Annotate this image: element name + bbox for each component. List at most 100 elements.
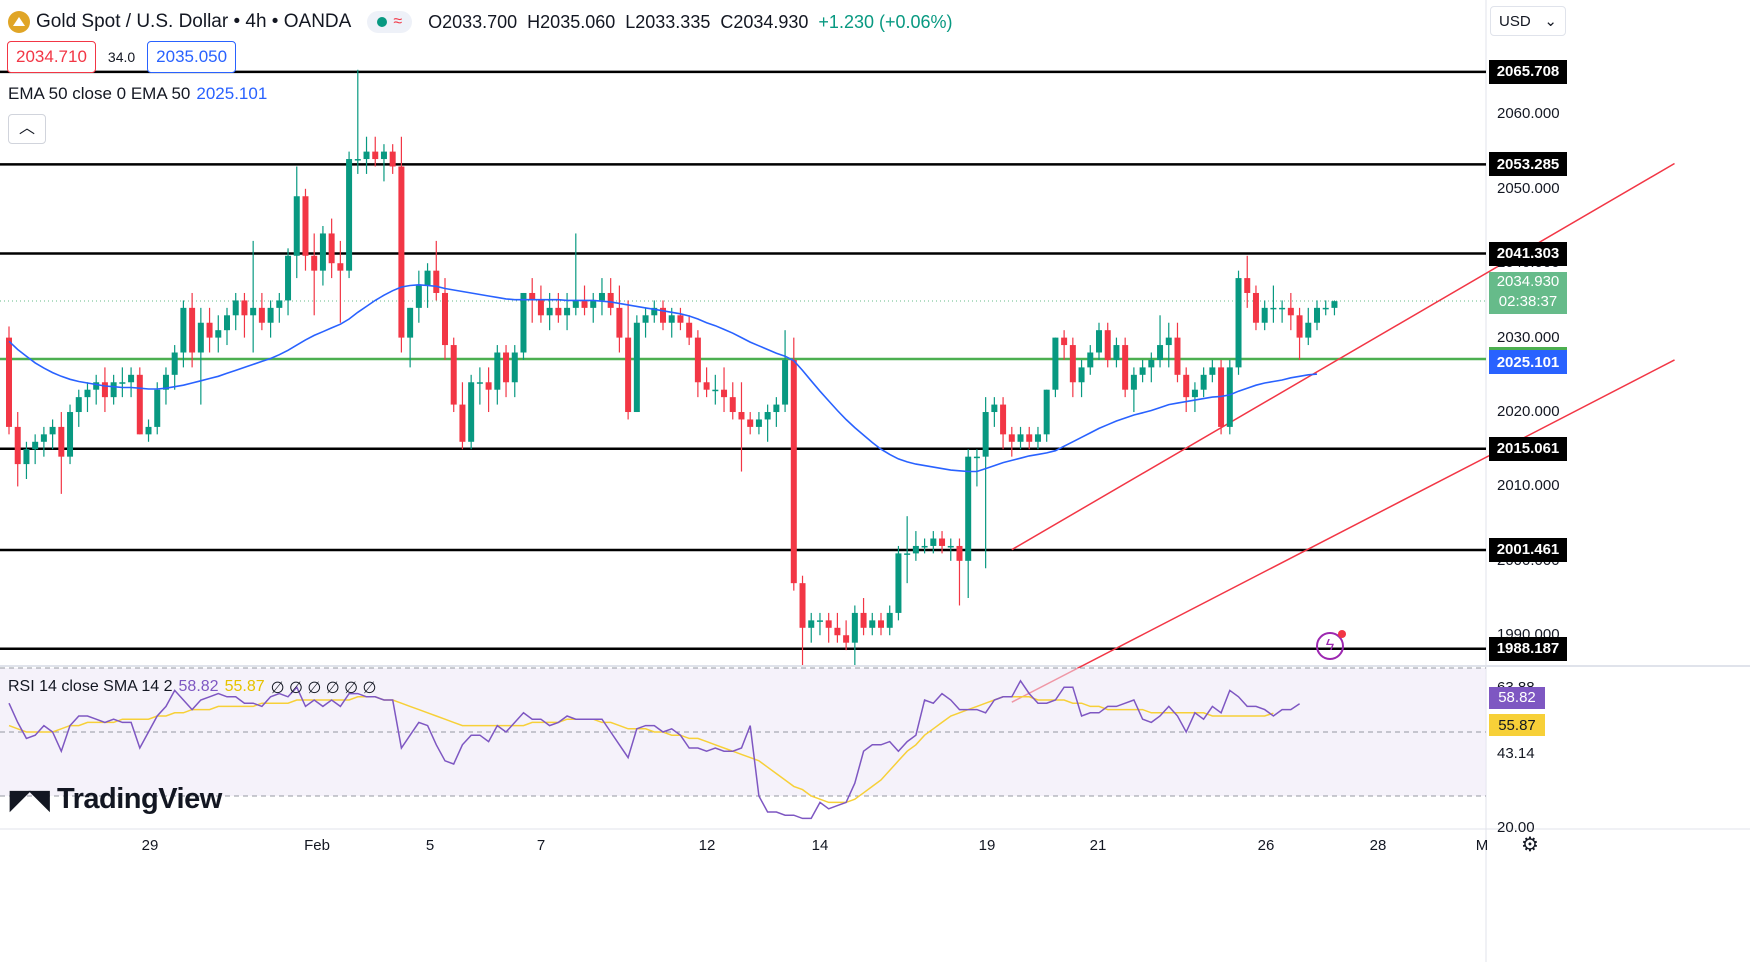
candle-body [904,553,911,555]
candle-body [1130,374,1137,390]
time-tick-label: 14 [811,837,829,854]
candle-body [494,352,501,390]
candle-body [398,166,405,338]
close-value: C2034.930 [720,11,809,32]
candle [40,426,47,457]
candle-body [67,412,74,457]
collapse-legend-button[interactable]: ︿ [8,114,46,144]
candle [1305,307,1312,346]
candle-body [363,151,370,160]
candle-body [616,307,623,338]
currency-select[interactable]: USD ⌄ [1490,6,1566,36]
candle-body [703,382,710,390]
candle-body [503,352,510,383]
candle-body [180,307,187,353]
candle [598,278,605,316]
candle [991,397,998,427]
ema-legend[interactable]: EMA 50 close 0 EMA 50 2025.101 [8,84,267,104]
candle [1174,322,1181,383]
candle [1104,322,1111,368]
candle-body [49,426,56,435]
candle-body [1252,292,1259,323]
level-price-tag: 2001.461 [1489,537,1567,562]
candle [764,404,771,442]
bar-countdown: 02:38:37 [1498,293,1558,310]
price-tick-label: 2010.000 [1497,477,1560,495]
candle [1322,300,1329,316]
candle-body [511,352,518,383]
rsi-line [8,679,1301,820]
candle [939,531,946,554]
candle-body [991,404,998,413]
level-price-tag: 2041.303 [1489,241,1567,266]
candle [494,345,501,405]
candle-body [1052,337,1059,390]
alerts-bolt-icon[interactable]: ϟ [1316,630,1346,660]
candle-body [930,538,937,546]
candle-body [206,322,213,338]
candle-body [136,374,143,435]
candle [372,136,379,167]
candle [1261,300,1268,331]
candle [1078,359,1085,398]
candle [572,233,579,316]
candle-body [1287,307,1294,316]
candle [886,605,893,636]
candle-body [23,449,30,465]
candle [1139,359,1146,383]
candle-body [782,359,789,405]
candle [773,397,780,427]
candle-body [1322,307,1329,310]
chart-legend: Gold Spot / U.S. Dollar • 4h • OANDA ≈ O… [8,8,953,36]
candle-body [119,382,126,384]
candle [206,307,213,353]
candle-body [215,330,222,338]
candle [450,337,457,413]
time-tick-label: 21 [1089,837,1107,854]
candle [415,270,422,323]
candle-body [1244,278,1251,293]
candle [851,605,858,665]
candle-body [982,412,989,457]
ema50-line [8,283,1318,473]
time-tick-label: 12 [698,837,716,854]
candle-body [459,404,466,442]
candle [1043,389,1050,442]
candle-body [834,627,841,636]
candle [354,69,361,174]
candle-body [1008,434,1015,442]
candle-body [1017,434,1024,442]
candle [860,598,867,636]
sell-price-button[interactable]: 2034.710 [7,41,96,73]
rsi-legend[interactable]: RSI 14 close SMA 14 2 58.82 55.87 ∅ ∅ ∅ … [8,678,376,698]
candle [154,382,161,435]
buy-price-button[interactable]: 2035.050 [147,41,237,73]
candle [276,292,283,323]
candle [912,531,919,561]
candle [328,218,335,279]
symbol-title[interactable]: Gold Spot / U.S. Dollar • 4h • OANDA [36,11,352,32]
candle-body [424,270,431,286]
time-tick-label: 5 [425,837,435,854]
candle [67,404,74,465]
market-status-pill[interactable]: ≈ [367,11,413,33]
tradingview-logo[interactable]: ◤◥ TradingView [10,783,222,816]
candle-body [694,337,701,383]
candle-body [642,315,649,323]
gear-icon[interactable]: ⚙ [1521,834,1539,856]
rsi-tick-label: 43.14 [1497,744,1535,762]
time-tick-label: 29 [141,837,159,854]
candle-body [1200,374,1207,390]
candle-body [354,159,361,161]
candle [738,382,745,472]
candle [1226,359,1233,435]
candle-body [712,389,719,392]
candle-body [468,382,475,442]
chevron-up-icon: ︿ [18,120,35,137]
candle [1183,367,1190,413]
candle [825,612,832,643]
candle [337,240,344,323]
candle [23,441,30,479]
candle [843,620,850,651]
